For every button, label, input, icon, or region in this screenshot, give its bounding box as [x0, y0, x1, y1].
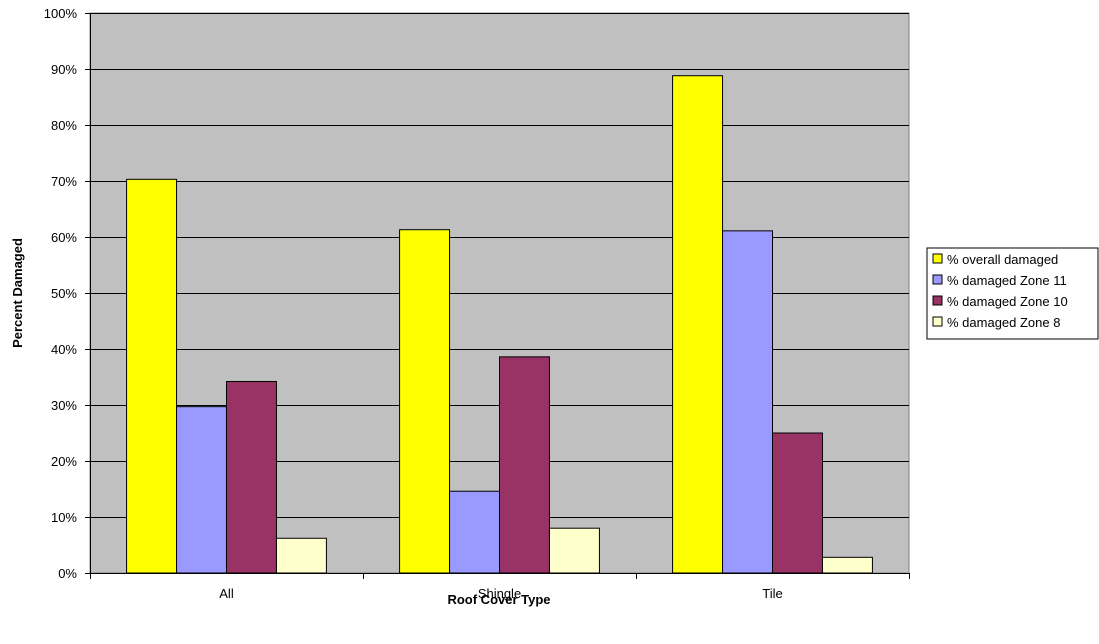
bar-tile-series-3 — [772, 432, 823, 574]
y-tick-label: 20% — [51, 454, 77, 469]
bar-shingle-series-4 — [548, 527, 600, 574]
y-tick-label: 60% — [51, 230, 77, 245]
bar-shingle-series-3 — [499, 356, 550, 574]
legend-swatch — [932, 274, 943, 285]
x-tick-label: Shingle — [478, 586, 521, 601]
bar-all-series-2 — [176, 406, 227, 574]
bar-shingle-series-1 — [399, 229, 451, 574]
y-axis-title: Percent Damaged — [10, 238, 25, 348]
bar-shingle-series-2 — [449, 490, 500, 574]
bar-all-series-1 — [126, 178, 178, 574]
bar-all-series-3 — [226, 380, 277, 574]
legend-label: % damaged Zone 8 — [947, 315, 1060, 330]
bar-tile-series-1 — [672, 75, 724, 574]
y-tick-label: 100% — [44, 6, 78, 21]
y-tick-label: 30% — [51, 398, 77, 413]
y-tick-label: 80% — [51, 118, 77, 133]
legend: % overall damaged % damaged Zone 11 % dama… — [926, 247, 1099, 340]
x-axis-title: Roof Cover Type — [447, 592, 550, 607]
y-tick-label: 70% — [51, 174, 77, 189]
y-tick-label: 50% — [51, 286, 77, 301]
legend-swatch — [932, 295, 943, 306]
axes — [85, 13, 910, 579]
legend-swatch — [932, 316, 943, 327]
y-tick-label: 40% — [51, 342, 77, 357]
legend-label: % damaged Zone 11 — [947, 273, 1067, 288]
x-tick-labels: All Shingle Tile — [219, 586, 782, 601]
x-tick-label: Tile — [762, 586, 782, 601]
y-tick-labels: 0% 10% 20% 30% 40% 50% 60% 70% 80% 90% 100% — [44, 6, 78, 581]
legend-label: % overall damaged — [947, 252, 1058, 267]
x-tick-label: All — [219, 586, 234, 601]
bar-all-series-4 — [275, 537, 327, 574]
bar-tile-series-4 — [821, 556, 873, 574]
y-tick-label: 0% — [58, 566, 77, 581]
y-tick-label: 10% — [51, 510, 77, 525]
legend-box — [926, 247, 1099, 340]
legend-label: % damaged Zone 10 — [947, 294, 1068, 309]
legend-swatch — [932, 253, 943, 264]
y-tick-label: 90% — [51, 62, 77, 77]
bar-tile-series-2 — [722, 230, 774, 574]
